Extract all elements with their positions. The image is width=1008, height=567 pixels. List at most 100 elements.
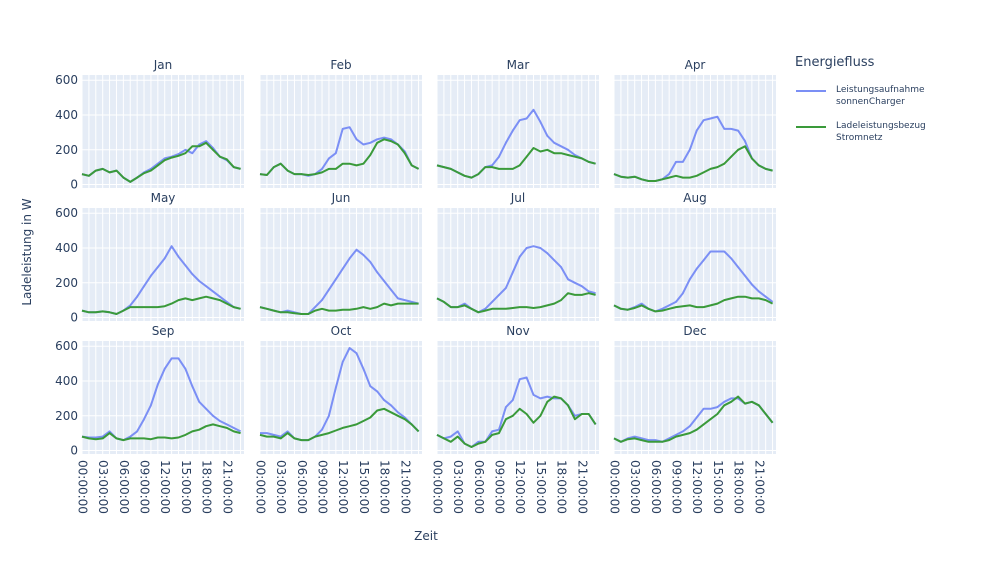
subplot-grid: Jan 0 200 400 600 Feb Mar Apr May 0 200 400 600 Jun Ju…	[55, 58, 776, 514]
x-tick-label: 21:00:00	[752, 460, 766, 514]
subplot-title: Jul	[510, 191, 525, 205]
plot-area	[614, 208, 776, 321]
subplot-aug: Aug	[613, 191, 776, 321]
legend-label-leistungsaufnahme-line1: Leistungsaufnahme	[836, 85, 925, 95]
subplot-title: Mar	[507, 58, 530, 72]
legend-item-ladeleistungsbezug[interactable]: Ladeleistungsbezug Stromnetz	[796, 121, 926, 143]
legend: Energiefluss Leistungsaufnahme sonnenCha…	[795, 55, 926, 143]
subplot-title: Dec	[683, 324, 706, 338]
series-leistungsaufnahme-line	[81, 357, 242, 442]
x-tick-label: 09:00:00	[138, 460, 152, 514]
plot-area	[260, 208, 422, 321]
y-axis-label: Ladeleistung in W	[20, 198, 34, 305]
plot-area	[82, 208, 244, 321]
series-leistungsaufnahme-line	[260, 347, 420, 442]
x-tick-label: 15:00:00	[711, 460, 725, 514]
series-ladeleistungsbezug-line	[259, 407, 420, 442]
legend-label-ladeleistungsbezug-line1: Ladeleistungsbezug	[836, 121, 926, 131]
x-tick-label: 12:00:00	[158, 460, 172, 514]
x-tick-label: 15:00:00	[534, 460, 548, 514]
subplot-title: May	[151, 191, 176, 205]
x-tick-label: 09:00:00	[316, 460, 330, 514]
y-tick-label: 0	[70, 178, 78, 192]
x-tick-label: 00:00:00	[431, 460, 445, 514]
series-ladeleistungsbezug-line	[81, 423, 241, 442]
x-tick-label: 21:00:00	[398, 460, 412, 514]
x-tick-label: 06:00:00	[472, 460, 486, 514]
x-tick-label: 06:00:00	[117, 460, 131, 514]
series-ladeleistungsbezug-line	[81, 141, 241, 183]
x-tick-label: 00:00:00	[608, 460, 622, 514]
x-tick-label: 18:00:00	[732, 460, 746, 514]
series-ladeleistungsbezug-line	[613, 295, 774, 313]
x-tick-label: 15:00:00	[179, 460, 193, 514]
y-tick-label: 200	[55, 409, 78, 423]
x-tick-label: 18:00:00	[378, 460, 392, 514]
plot-area	[614, 341, 776, 454]
subplot-mar: Mar	[436, 58, 599, 188]
subplot-title: Feb	[330, 58, 351, 72]
subplot-title: Aug	[683, 191, 706, 205]
x-tick-label: 12:00:00	[690, 460, 704, 514]
subplot-apr: Apr	[613, 58, 776, 188]
legend-title: Energiefluss	[795, 55, 875, 70]
x-tick-label: 21:00:00	[575, 460, 589, 514]
subplot-oct: Oct 00:00:00 03:00:00 06:00:00 09:00:00 12:00…	[254, 324, 422, 514]
legend-label-leistungsaufnahme-line2: sonnenCharger	[836, 97, 905, 107]
legend-item-leistungsaufnahme[interactable]: Leistungsaufnahme sonnenCharger	[796, 85, 925, 107]
series-ladeleistungsbezug-line	[436, 292, 596, 314]
subplot-dec: Dec 00:00:00 03:00:00 06:00:00 09:00:00 12:00…	[608, 324, 776, 514]
y-tick-label: 600	[55, 206, 78, 220]
x-tick-label: 15:00:00	[357, 460, 371, 514]
x-axis-label: Zeit	[414, 529, 438, 543]
y-tick-label: 400	[55, 108, 78, 122]
subplot-title: Jan	[153, 58, 173, 72]
subplot-jun: Jun	[259, 191, 422, 321]
plot-area	[437, 341, 599, 454]
y-tick-label: 600	[55, 73, 78, 87]
series-ladeleistungsbezug-line	[259, 138, 420, 176]
series-ladeleistungsbezug-line	[436, 395, 597, 448]
y-tick-label: 0	[70, 311, 78, 325]
x-tick-label: 18:00:00	[555, 460, 569, 514]
y-tick-label: 400	[55, 374, 78, 388]
subplot-title: Jun	[331, 191, 351, 205]
series-ladeleistungsbezug-line	[613, 145, 773, 182]
x-tick-label: 09:00:00	[670, 460, 684, 514]
legend-label-ladeleistungsbezug-line2: Stromnetz	[836, 133, 883, 143]
subplot-title: Apr	[685, 58, 706, 72]
subplot-jul: Jul	[436, 191, 599, 321]
subplot-jan: Jan 0 200 400 600	[55, 58, 244, 192]
series-ladeleistungsbezug-line	[613, 395, 774, 443]
subplot-nov: Nov 00:00:00 03:00:00 06:00:00 09:00:00 12:00…	[431, 324, 599, 514]
series-ladeleistungsbezug-line	[81, 295, 241, 315]
plot-area	[437, 208, 599, 321]
x-tick-label: 12:00:00	[336, 460, 350, 514]
plot-area	[437, 75, 599, 188]
x-tick-label: 00:00:00	[254, 460, 268, 514]
y-tick-label: 0	[70, 444, 78, 458]
plot-area	[82, 75, 244, 188]
x-tick-label: 18:00:00	[200, 460, 214, 514]
subplot-feb: Feb	[259, 58, 422, 188]
y-tick-label: 400	[55, 241, 78, 255]
y-tick-label: 200	[55, 143, 78, 157]
x-tick-label: 21:00:00	[220, 460, 234, 514]
plot-area	[260, 341, 422, 454]
series-leistungsaufnahme-line	[259, 248, 419, 315]
series-ladeleistungsbezug-line	[436, 147, 596, 179]
x-tick-label: 06:00:00	[649, 460, 663, 514]
y-tick-label: 600	[55, 339, 78, 353]
x-tick-label: 03:00:00	[451, 460, 465, 514]
x-tick-label: 03:00:00	[274, 460, 288, 514]
x-tick-label: 06:00:00	[295, 460, 309, 514]
series-leistungsaufnahme-line	[613, 250, 774, 313]
series-leistungsaufnahme-line	[436, 245, 596, 314]
subplot-may: May 0 200 400 600	[55, 191, 244, 325]
subplot-title: Nov	[506, 324, 529, 338]
x-tick-label: 00:00:00	[76, 460, 90, 514]
subplot-sep: Sep 0 200 400 600 00:00:00 03:00:00 06:00:00 09:…	[55, 324, 244, 514]
series-ladeleistungsbezug-line	[259, 302, 419, 315]
x-tick-label: 12:00:00	[513, 460, 527, 514]
